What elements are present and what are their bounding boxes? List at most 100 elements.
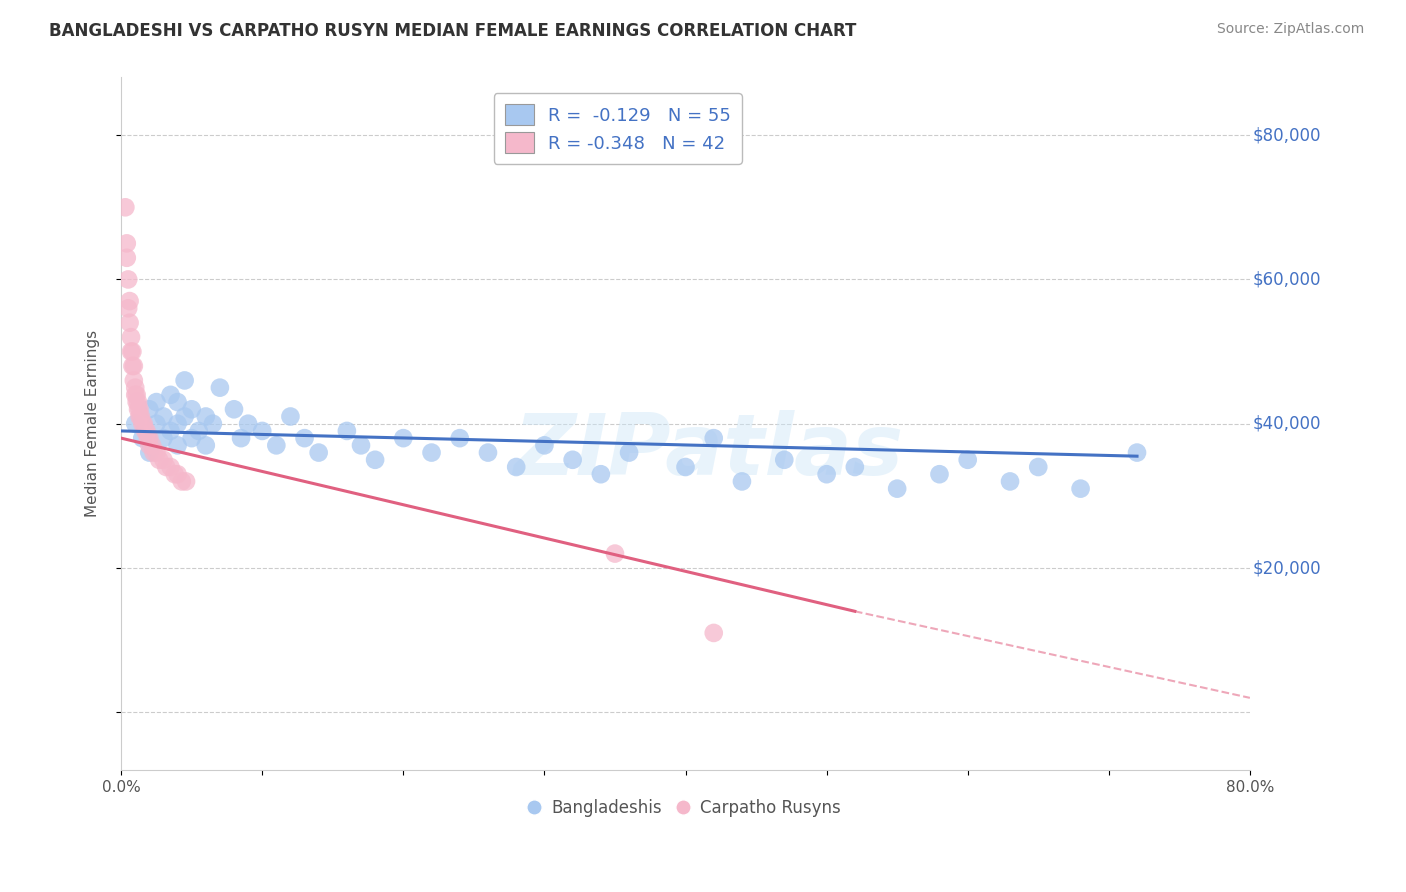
Point <box>886 482 908 496</box>
Point <box>174 475 197 489</box>
Text: $20,000: $20,000 <box>1253 559 1320 577</box>
Point <box>166 417 188 431</box>
Point <box>603 547 626 561</box>
Point <box>703 431 725 445</box>
Point <box>294 431 316 445</box>
Point <box>222 402 245 417</box>
Point <box>350 438 373 452</box>
Point <box>561 452 583 467</box>
Point <box>187 424 209 438</box>
Point <box>159 460 181 475</box>
Point <box>124 388 146 402</box>
Point <box>141 438 163 452</box>
Point <box>392 431 415 445</box>
Point <box>477 445 499 459</box>
Point <box>118 316 141 330</box>
Point <box>208 381 231 395</box>
Point <box>115 236 138 251</box>
Point <box>117 272 139 286</box>
Point <box>114 200 136 214</box>
Point <box>124 417 146 431</box>
Point <box>194 438 217 452</box>
Point <box>127 402 149 417</box>
Legend: Bangladeshis, Carpatho Rusyns: Bangladeshis, Carpatho Rusyns <box>523 793 848 824</box>
Point <box>703 626 725 640</box>
Point <box>280 409 302 424</box>
Point <box>533 438 555 452</box>
Point <box>148 452 170 467</box>
Point <box>136 431 159 445</box>
Point <box>145 445 167 459</box>
Point <box>928 467 950 482</box>
Point <box>129 409 152 424</box>
Point <box>131 417 153 431</box>
Point <box>138 431 160 445</box>
Point <box>145 395 167 409</box>
Point <box>236 417 259 431</box>
Point <box>152 431 174 445</box>
Point <box>166 467 188 482</box>
Point <box>336 424 359 438</box>
Point <box>194 409 217 424</box>
Y-axis label: Median Female Earnings: Median Female Earnings <box>86 330 100 517</box>
Point <box>134 424 156 438</box>
Point <box>180 431 202 445</box>
Text: $80,000: $80,000 <box>1253 126 1320 145</box>
Point <box>122 359 145 373</box>
Point <box>138 438 160 452</box>
Point <box>128 409 150 424</box>
Point <box>956 452 979 467</box>
Point <box>128 402 150 417</box>
Point <box>252 424 274 438</box>
Point <box>773 452 796 467</box>
Point <box>170 475 193 489</box>
Text: BANGLADESHI VS CARPATHO RUSYN MEDIAN FEMALE EARNINGS CORRELATION CHART: BANGLADESHI VS CARPATHO RUSYN MEDIAN FEM… <box>49 22 856 40</box>
Point <box>117 301 139 316</box>
Text: $40,000: $40,000 <box>1253 415 1320 433</box>
Point <box>308 445 330 459</box>
Point <box>118 294 141 309</box>
Point <box>173 373 195 387</box>
Point <box>122 373 145 387</box>
Point <box>201 417 224 431</box>
Point <box>155 460 177 475</box>
Point <box>1026 460 1049 475</box>
Point <box>121 344 143 359</box>
Text: Source: ZipAtlas.com: Source: ZipAtlas.com <box>1216 22 1364 37</box>
Point <box>132 417 155 431</box>
Point <box>731 475 754 489</box>
Text: $60,000: $60,000 <box>1253 270 1320 288</box>
Point <box>115 251 138 265</box>
Point <box>844 460 866 475</box>
Point <box>142 445 165 459</box>
Point <box>589 467 612 482</box>
Point <box>266 438 288 452</box>
Point <box>159 388 181 402</box>
Point <box>449 431 471 445</box>
Point <box>125 388 148 402</box>
Point <box>229 431 252 445</box>
Point <box>166 438 188 452</box>
Point <box>121 359 143 373</box>
Point <box>159 424 181 438</box>
Point <box>998 475 1021 489</box>
Point <box>127 395 149 409</box>
Point <box>145 417 167 431</box>
Point <box>120 330 142 344</box>
Point <box>135 424 157 438</box>
Point <box>124 381 146 395</box>
Point <box>815 467 838 482</box>
Point <box>152 409 174 424</box>
Point <box>138 445 160 459</box>
Point <box>420 445 443 459</box>
Text: ZIPatlas: ZIPatlas <box>513 410 903 493</box>
Point <box>173 409 195 424</box>
Point <box>152 452 174 467</box>
Point <box>125 395 148 409</box>
Point <box>180 402 202 417</box>
Point <box>1070 482 1092 496</box>
Point <box>120 344 142 359</box>
Point <box>364 452 387 467</box>
Point <box>1126 445 1149 459</box>
Point <box>131 431 153 445</box>
